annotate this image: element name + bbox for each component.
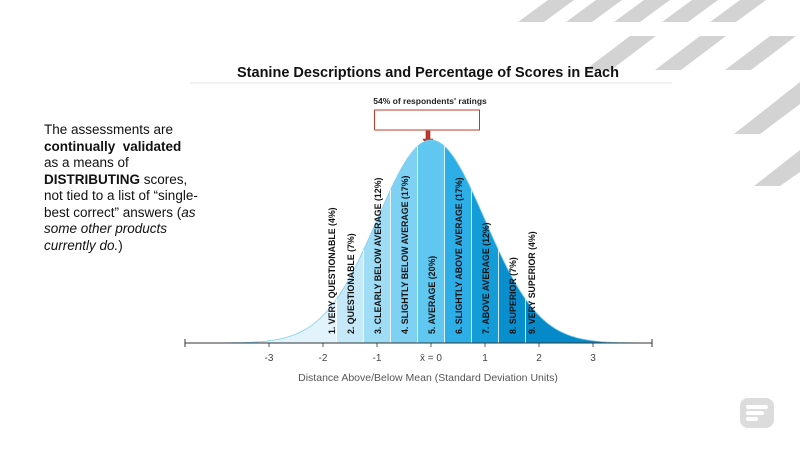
x-tick-label: 1 bbox=[482, 353, 488, 364]
side-text-close: ) bbox=[118, 237, 123, 253]
side-text-emphasis-distributing: DISTRIBUTING bbox=[44, 171, 140, 187]
decor-stripe bbox=[518, 0, 574, 22]
side-text-italic: as some other products currently do. bbox=[44, 204, 196, 253]
side-text-line-5: scores, not tied to a list of “single-be… bbox=[44, 171, 198, 220]
side-text-emphasis-validated: validated bbox=[122, 138, 182, 154]
x-axis-label: Distance Above/Below Mean (Standard Devi… bbox=[298, 372, 558, 384]
annotation-bracket bbox=[374, 109, 480, 131]
decor-stripe bbox=[566, 0, 622, 22]
decor-stripe bbox=[662, 0, 718, 22]
side-text-line-3: as a means of bbox=[44, 155, 129, 170]
x-tick-label: -1 bbox=[373, 353, 382, 364]
curve-outline bbox=[214, 139, 648, 344]
chart-title: Stanine Descriptions and Percentage of S… bbox=[237, 65, 619, 81]
stanine-label-9: 9. VERY SUPERIOR (4%) bbox=[527, 231, 537, 334]
side-text-line-1: The assessments are bbox=[44, 122, 174, 137]
decor-stripe bbox=[734, 82, 800, 134]
stanine-band-9 bbox=[525, 140, 647, 343]
stanine-dividers bbox=[336, 146, 526, 343]
x-axis-ticks: -3 -2 -1 x̄ = 0 1 2 3 bbox=[184, 339, 653, 364]
stanine-label-6: 6. SLIGHTLY ABOVE AVERAGE (17%) bbox=[454, 177, 464, 334]
decor-stripe bbox=[725, 36, 796, 70]
side-text: The assessments are continually validate… bbox=[44, 122, 199, 254]
brand-logo bbox=[740, 398, 774, 428]
stanine-label-5: 5. AVERAGE (20%) bbox=[427, 256, 437, 334]
stanine-labels: 1. VERY QUESTIONABLE (4%) 2. QUESTIONABLE… bbox=[327, 176, 537, 334]
decor-stripe bbox=[655, 36, 726, 70]
stanine-label-8: 8. SUPERIOR (7%) bbox=[508, 257, 518, 334]
x-tick-label: 3 bbox=[590, 353, 596, 364]
stanine-label-1: 1. VERY QUESTIONABLE (4%) bbox=[327, 207, 337, 334]
x-tick-label: x̄ = 0 bbox=[420, 353, 442, 364]
side-text-emphasis-continually: continually bbox=[44, 138, 116, 154]
decor-stripe bbox=[754, 150, 800, 186]
stanine-band-5 bbox=[417, 140, 445, 343]
stanine-label-2: 2. QUESTIONABLE (7%) bbox=[346, 233, 356, 334]
annotation-text: 54% of respondents' ratings bbox=[373, 96, 487, 106]
x-tick-label: -3 bbox=[265, 353, 274, 364]
stanine-band-1 bbox=[215, 140, 337, 343]
x-tick-label: 2 bbox=[536, 353, 542, 364]
stanine-label-3: 3. CLEARLY BELOW AVERAGE (12%) bbox=[373, 178, 383, 334]
stanine-label-4: 4. SLIGHTLY BELOW AVERAGE (17%) bbox=[400, 176, 410, 334]
decor-stripes bbox=[518, 0, 800, 186]
decor-stripe bbox=[614, 0, 670, 22]
x-tick-label: -2 bbox=[319, 353, 328, 364]
decor-stripe bbox=[585, 36, 656, 70]
decor-stripe bbox=[710, 0, 766, 22]
stanine-label-7: 7. ABOVE AVERAGE (12%) bbox=[481, 222, 491, 334]
